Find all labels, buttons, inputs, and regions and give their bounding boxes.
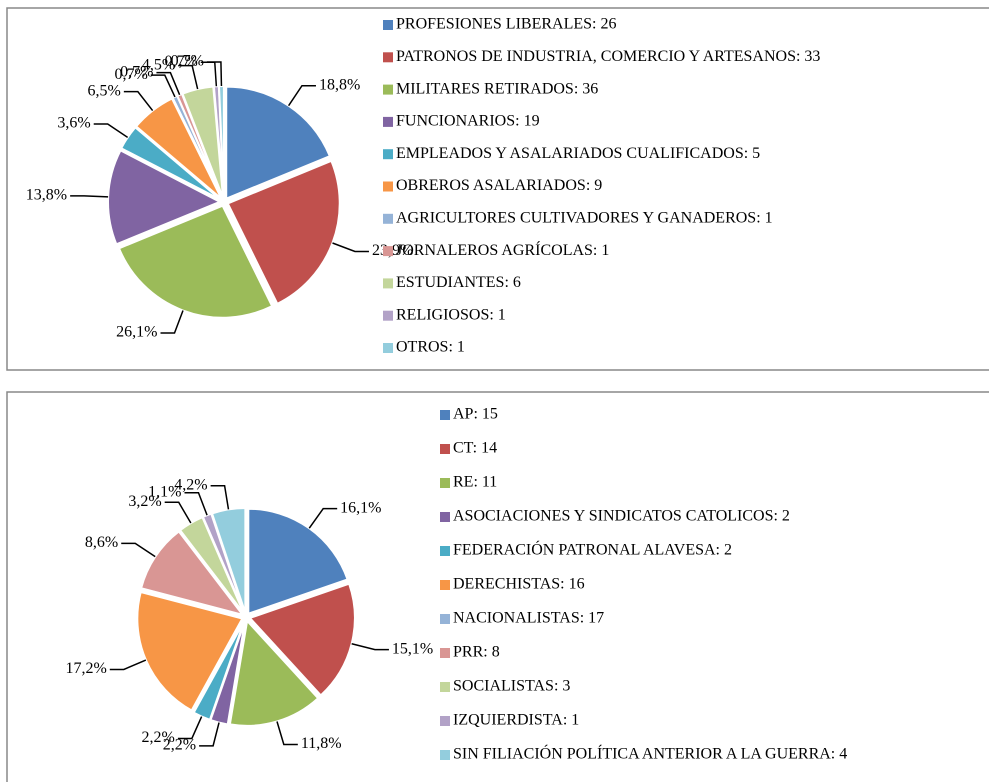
pie-slice (136, 590, 244, 712)
legend-label: FEDERACIÓN PATRONAL ALAVESA: 2 (453, 540, 732, 559)
legend-label: MILITARES RETIRADOS: 36 (396, 80, 598, 97)
legend-label: OTROS: 1 (396, 339, 465, 356)
leader-line (287, 84, 316, 107)
data-label: 1,1% (148, 483, 181, 500)
legend-swatch (440, 614, 450, 624)
legend-label: SOCIALISTAS: 3 (453, 678, 570, 695)
leader-line (150, 74, 176, 98)
legend-swatch (440, 716, 450, 726)
legend-label: PRR: 8 (453, 644, 500, 661)
legend-swatch (440, 682, 450, 692)
legend-label: IZQUIERDISTA: 1 (453, 712, 579, 729)
data-label: 16,1% (340, 499, 381, 516)
legend-swatch (383, 246, 393, 257)
data-label: 3,6% (57, 115, 90, 132)
legend-label: CT: 14 (453, 440, 497, 457)
leader-line (93, 123, 129, 139)
leader-line (276, 721, 298, 746)
legend-swatch (440, 580, 450, 590)
legend-label: OBREROS ASALARIADOS: 9 (396, 177, 602, 194)
data-label: 3,2% (128, 493, 161, 510)
data-label: 4,2% (174, 476, 207, 493)
pie-slice (226, 159, 341, 306)
data-label: 4,5% (142, 56, 175, 73)
data-label: 13,8% (26, 187, 67, 204)
legend-swatch (440, 648, 450, 658)
legend-label: ASOCIACIONES Y SINDICATOS CATOLICOS: 2 (453, 508, 790, 525)
legend-swatch (383, 278, 393, 289)
legend-swatch (440, 546, 450, 556)
leader-line (178, 64, 199, 90)
pie-slice (217, 85, 225, 199)
legend-label: SIN FILIACIÓN POLÍTICA ANTERIOR A LA GUE… (453, 744, 847, 763)
leader-line (156, 71, 181, 96)
leader-line (332, 242, 369, 253)
legend-swatch (440, 478, 450, 488)
leader-line (210, 484, 230, 510)
legend-swatch (383, 52, 393, 63)
leader-line (164, 501, 192, 524)
pie-slice (192, 620, 246, 722)
legend-swatch (440, 512, 450, 522)
data-label: 17,2% (65, 660, 106, 677)
data-label: 15,1% (392, 640, 433, 657)
legend-swatch (383, 343, 393, 353)
legend-swatch (383, 213, 393, 224)
data-label: 0,7% (120, 63, 153, 80)
data-label: 11,8% (301, 735, 342, 752)
leader-line (109, 659, 147, 671)
legend-label: NACIONALISTAS: 17 (453, 610, 604, 627)
legend-label: JORNALEROS AGRÍCOLAS: 1 (396, 240, 609, 259)
data-label: 18,8% (319, 76, 360, 93)
leader-line (121, 542, 156, 558)
legend-swatch (383, 20, 393, 30)
data-label: 8,6% (85, 534, 118, 551)
data-label: 0,7% (114, 66, 147, 83)
legend-label: PATRONOS DE INDUSTRIA, COMERCIO Y ARTESA… (396, 48, 820, 65)
data-label: 0,7% (171, 53, 204, 70)
legend-swatch (383, 84, 393, 95)
pie-slice (117, 204, 274, 319)
data-label: 0,7% (164, 53, 197, 70)
legend-swatch (383, 181, 393, 192)
pie-slice (139, 530, 246, 617)
leader-line (123, 90, 154, 112)
legend-swatch (383, 149, 393, 160)
data-label: 26,1% (116, 324, 157, 341)
leader-line (160, 310, 184, 334)
leader-line (184, 492, 208, 516)
legend-label: RELIGIOSOS: 1 (396, 306, 506, 323)
legend-label: PROFESIONES LIBERALES: 26 (396, 16, 616, 33)
legend-label: DERECHISTAS: 16 (453, 576, 585, 593)
leader-line (70, 195, 109, 198)
legend-swatch (440, 444, 450, 454)
data-label: 2,2% (163, 737, 196, 754)
legend-swatch (440, 410, 450, 420)
legend-label: AP: 15 (453, 406, 498, 423)
pie-slice (107, 149, 223, 246)
legend-swatch (440, 750, 450, 760)
legend-label: AGRICULTORES CULTIVADORES Y GANADEROS: 1 (396, 209, 773, 226)
leader-line (177, 716, 203, 740)
legend-swatch (383, 310, 393, 321)
legend-label: FUNCIONARIOS: 19 (396, 113, 540, 130)
leader-line (351, 643, 389, 651)
data-label: 6,5% (88, 82, 121, 99)
leader-line (206, 61, 223, 87)
legend-label: ESTUDIANTES: 6 (396, 274, 521, 291)
leader-line (308, 507, 338, 529)
legend-label: EMPLEADOS Y ASALARIADOS CUALIFICADOS: 5 (396, 145, 760, 162)
pie-slice (248, 582, 356, 697)
legend-label: RE: 11 (453, 474, 497, 491)
legend-swatch (383, 116, 393, 127)
data-label: 2,2% (142, 729, 175, 746)
leader-line (199, 722, 220, 747)
